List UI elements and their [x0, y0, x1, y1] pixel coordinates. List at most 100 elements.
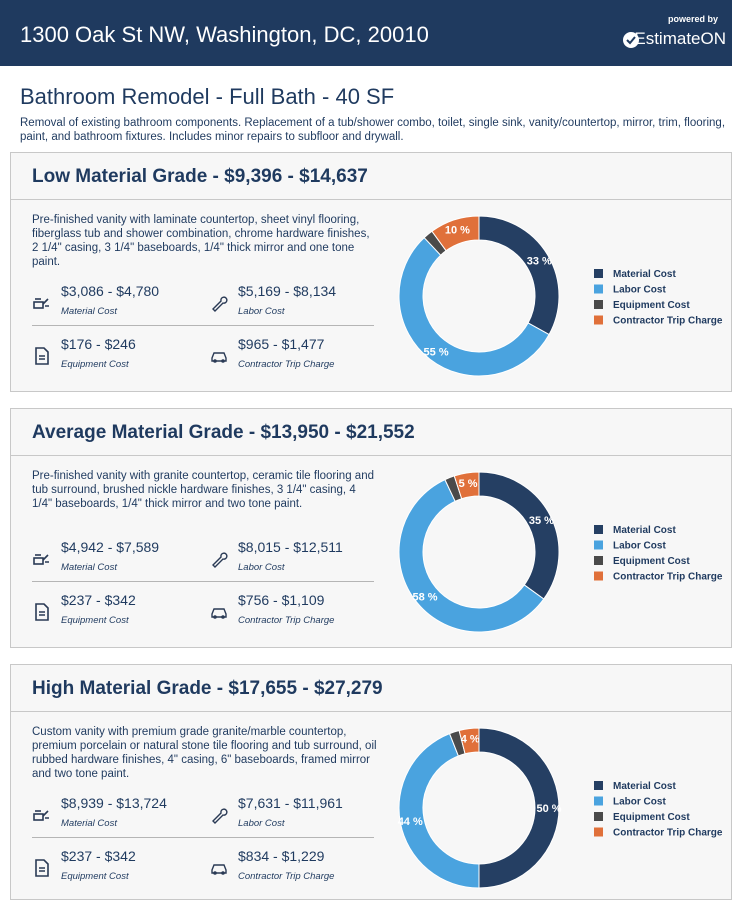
- legend-swatch: [594, 525, 603, 534]
- legend-label: Equipment Cost: [613, 300, 690, 311]
- cost-amount: $5,169 - $8,134: [238, 283, 337, 299]
- header-bar: 1300 Oak St NW, Washington, DC, 20010 po…: [0, 0, 732, 66]
- separator: [32, 581, 374, 582]
- address: 1300 Oak St NW, Washington, DC, 20010: [20, 22, 429, 47]
- card-header: Low Material Grade - $9,396 - $14,637: [11, 153, 732, 200]
- cost-amount: $237 - $342: [61, 848, 136, 864]
- cost-icon: [212, 296, 228, 312]
- cost-icon: [211, 352, 227, 363]
- separator: [32, 325, 374, 326]
- cost-icon: [35, 603, 49, 621]
- cost-label: Equipment Cost: [61, 359, 129, 370]
- powered-by: powered by: [667, 14, 718, 24]
- cost-icon: [35, 347, 49, 365]
- cost-amount: $3,086 - $4,780: [61, 283, 160, 299]
- card-heading: Average Material Grade - $13,950 - $21,5…: [32, 422, 415, 443]
- cost-label: Contractor Trip Charge: [238, 359, 335, 370]
- card-heading: Low Material Grade - $9,396 - $14,637: [32, 166, 368, 187]
- legend-swatch: [594, 812, 603, 821]
- cost-label: Material Cost: [61, 818, 117, 829]
- donut-chart: 50 % 44 % 4 % Material Cost Labor Cost Equipm…: [398, 727, 723, 889]
- legend-label: Contractor Trip Charge: [613, 572, 723, 583]
- card-description: Pre-finished vanity with laminate counte…: [32, 214, 370, 268]
- cost-label: Contractor Trip Charge: [238, 615, 335, 626]
- cost-amount: $7,631 - $11,961: [238, 795, 343, 811]
- card-header: Average Material Grade - $13,950 - $21,5…: [11, 409, 732, 456]
- cost-amount: $237 - $342: [61, 592, 136, 608]
- card-description: Pre-finished vanity with granite counter…: [32, 470, 374, 510]
- cost-label: Labor Cost: [238, 306, 285, 317]
- separator: [32, 837, 374, 838]
- cost-icon: [211, 608, 227, 619]
- cost-icon: [33, 298, 49, 309]
- cost-icon: [212, 552, 228, 568]
- cost-amount: $756 - $1,109: [238, 592, 325, 608]
- legend-label: Equipment Cost: [613, 556, 690, 567]
- donut-chart: 35 % 58 % 5 % Material Cost Labor Cost Equipm…: [398, 471, 723, 633]
- legend-label: Labor Cost: [613, 541, 666, 552]
- cost-label: Contractor Trip Charge: [238, 871, 335, 882]
- segment-label: 58 %: [413, 592, 438, 604]
- donut-segment: [478, 215, 560, 336]
- segment-label: 10 %: [445, 224, 470, 236]
- segment-label: 5 %: [459, 478, 478, 490]
- legend-swatch: [594, 284, 603, 294]
- cost-amount: $965 - $1,477: [238, 336, 325, 352]
- card-description: Custom vanity with premium grade granite…: [32, 726, 377, 780]
- donut-segment: [458, 727, 480, 755]
- legend-label: Material Cost: [613, 269, 676, 280]
- grade-card: High Material Grade - $17,655 - $27,279 C…: [10, 664, 732, 900]
- cost-amount: $176 - $246: [61, 336, 136, 352]
- card-header: High Material Grade - $17,655 - $27,279: [11, 665, 732, 712]
- donut-segment: [398, 732, 480, 889]
- legend-swatch: [594, 827, 603, 837]
- cost-amount: $834 - $1,229: [238, 848, 325, 864]
- segment-label: 4 %: [461, 734, 480, 746]
- legend-swatch: [594, 300, 603, 309]
- donut-segment: [478, 727, 560, 889]
- legend-label: Contractor Trip Charge: [613, 316, 723, 327]
- cost-label: Equipment Cost: [61, 871, 129, 882]
- cost-icon: [33, 810, 49, 821]
- donut-segment: [478, 471, 560, 600]
- cost-label: Material Cost: [61, 306, 117, 317]
- brand-logo: [623, 32, 639, 48]
- legend-swatch: [594, 571, 603, 581]
- card-heading: High Material Grade - $17,655 - $27,279: [32, 678, 383, 699]
- cost-amount: $8,015 - $12,511: [238, 539, 343, 555]
- donut-segment: [398, 478, 545, 633]
- cost-amount: $4,942 - $7,589: [61, 539, 160, 555]
- segment-label: 35 %: [529, 515, 554, 527]
- grade-card: Average Material Grade - $13,950 - $21,5…: [10, 408, 732, 648]
- segment-label: 44 %: [398, 816, 423, 828]
- segment-label: 33 %: [527, 255, 552, 267]
- donut-segment: [453, 471, 480, 500]
- cost-label: Equipment Cost: [61, 615, 129, 626]
- cost-label: Labor Cost: [238, 562, 285, 573]
- donut-segment: [431, 215, 480, 252]
- page-title: Bathroom Remodel - Full Bath - 40 SF: [20, 84, 395, 109]
- legend-swatch: [594, 556, 603, 565]
- donut-segment: [398, 236, 550, 377]
- legend-label: Labor Cost: [613, 285, 666, 296]
- segment-label: 50 %: [536, 803, 561, 815]
- brand: EstimateON: [634, 29, 726, 48]
- legend-label: Equipment Cost: [613, 812, 690, 823]
- cost-label: Labor Cost: [238, 818, 285, 829]
- donut-chart: 33 % 55 % 10 % Material Cost Labor Cost Equip…: [398, 215, 723, 377]
- segment-label: 55 %: [424, 346, 449, 358]
- legend-label: Material Cost: [613, 781, 676, 792]
- grade-card: Low Material Grade - $9,396 - $14,637 Pre…: [10, 152, 732, 392]
- cost-icon: [33, 554, 49, 565]
- page-description: Removal of existing bathroom components.…: [20, 117, 726, 143]
- legend-label: Contractor Trip Charge: [613, 828, 723, 839]
- legend-swatch: [594, 269, 603, 278]
- legend-swatch: [594, 315, 603, 325]
- cost-icon: [211, 864, 227, 875]
- legend-swatch: [594, 796, 603, 806]
- cost-amount: $8,939 - $13,724: [61, 795, 167, 811]
- cost-icon: [35, 859, 49, 877]
- legend-label: Material Cost: [613, 525, 676, 536]
- cost-label: Material Cost: [61, 562, 117, 573]
- legend-swatch: [594, 781, 603, 790]
